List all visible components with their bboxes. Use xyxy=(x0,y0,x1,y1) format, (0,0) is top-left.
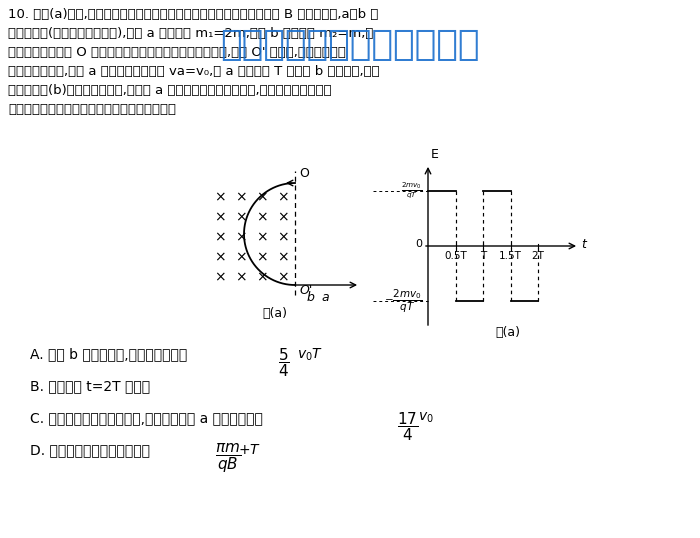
Text: C. 若碰撞过程没有能量损失,两粒子碰撞后 a 的速度大小为: C. 若碰撞过程没有能量损失,两粒子碰撞后 a 的速度大小为 xyxy=(30,411,263,425)
Text: $-\dfrac{2mv_0}{qT}$: $-\dfrac{2mv_0}{qT}$ xyxy=(384,287,422,315)
Text: ×: × xyxy=(214,250,226,264)
Text: ×: × xyxy=(277,230,289,244)
Text: B. 两粒子在 t=2T 时相碰: B. 两粒子在 t=2T 时相碰 xyxy=(30,379,150,393)
Text: ×: × xyxy=(214,210,226,224)
Text: ×: × xyxy=(256,270,268,284)
Text: E: E xyxy=(431,148,439,161)
Text: ×: × xyxy=(277,270,289,284)
Text: a: a xyxy=(321,291,329,304)
Text: 粒子先后从同一点 O 垂直磁场的虚线边界向左射入匀强磁场,均从 O' 点射出,二者在磁场中: 粒子先后从同一点 O 垂直磁场的虚线边界向左射入匀强磁场,均从 O' 点射出,二… xyxy=(8,46,346,59)
Text: 2T: 2T xyxy=(531,251,545,261)
Text: 1.5T: 1.5T xyxy=(499,251,522,261)
Text: A. 粒子 b 射出磁场时,两粒子的间距为: A. 粒子 b 射出磁场时,两粒子的间距为 xyxy=(30,347,188,361)
Text: ×: × xyxy=(235,210,247,224)
Text: $\dfrac{17}{4}$: $\dfrac{17}{4}$ xyxy=(397,410,419,443)
Text: ×: × xyxy=(256,210,268,224)
Text: O': O' xyxy=(299,284,312,297)
Text: 两相同粒子(均为正电荷量不计),粒子 a 的质量为 m₁=2m,粒子 b 的质量为 m₂=m,两: 两相同粒子(均为正电荷量不计),粒子 a 的质量为 m₁=2m,粒子 b 的质量… xyxy=(8,27,373,40)
Text: $\frac{2mv_0}{qT}$: $\frac{2mv_0}{qT}$ xyxy=(400,181,422,201)
Text: 微信公众号关注：趣找答案: 微信公众号关注：趣找答案 xyxy=(220,28,480,62)
Text: b: b xyxy=(306,291,314,304)
Text: $+T$: $+T$ xyxy=(238,443,261,457)
Text: O: O xyxy=(299,167,309,180)
Text: 图(a): 图(a) xyxy=(262,307,288,320)
Text: ×: × xyxy=(277,210,289,224)
Text: $\dfrac{\pi m}{qB}$: $\dfrac{\pi m}{qB}$ xyxy=(215,442,241,475)
Text: D. 两粒子射入磁场的时间差为: D. 两粒子射入磁场的时间差为 xyxy=(30,443,150,457)
Text: ×: × xyxy=(235,190,247,204)
Text: 界向右为电场强度的正方向。下列说法正确的是: 界向右为电场强度的正方向。下列说法正确的是 xyxy=(8,103,176,116)
Text: 的运动轨迹相同,粒子 a 射出磁场时的速度 va=v₀,且 a 射出磁场 T 时间后 b 射出磁场,虚线: 的运动轨迹相同,粒子 a 射出磁场时的速度 va=v₀,且 a 射出磁场 T 时… xyxy=(8,65,379,78)
Text: ×: × xyxy=(277,250,289,264)
Text: $v_0T$: $v_0T$ xyxy=(297,347,323,363)
Text: T: T xyxy=(480,251,486,261)
Text: 0: 0 xyxy=(415,239,422,249)
Text: ×: × xyxy=(256,230,268,244)
Text: 10. 如图(a)所示,竖直虚线左侧存在一垂直纸面向里、磁感应强度大小为 B 的匀强磁场,a、b 为: 10. 如图(a)所示,竖直虚线左侧存在一垂直纸面向里、磁感应强度大小为 B 的… xyxy=(8,8,379,21)
Text: 0.5T: 0.5T xyxy=(444,251,467,261)
Text: 右侧有如图(b)所示的交变电场,取粒子 a 射出磁场的时刻为零时刻,垂直于磁场的虚线边: 右侧有如图(b)所示的交变电场,取粒子 a 射出磁场的时刻为零时刻,垂直于磁场的… xyxy=(8,84,332,97)
Text: ×: × xyxy=(277,190,289,204)
Text: ×: × xyxy=(256,190,268,204)
Text: t: t xyxy=(581,237,586,251)
Text: ×: × xyxy=(235,230,247,244)
Text: $\dfrac{5}{4}$: $\dfrac{5}{4}$ xyxy=(278,346,290,379)
Text: $v_0$: $v_0$ xyxy=(418,411,434,426)
Text: ×: × xyxy=(235,250,247,264)
Text: 图(a): 图(a) xyxy=(496,326,521,339)
Text: ×: × xyxy=(214,190,226,204)
Text: ×: × xyxy=(214,270,226,284)
Text: ×: × xyxy=(235,270,247,284)
Text: ×: × xyxy=(256,250,268,264)
Text: ×: × xyxy=(214,230,226,244)
